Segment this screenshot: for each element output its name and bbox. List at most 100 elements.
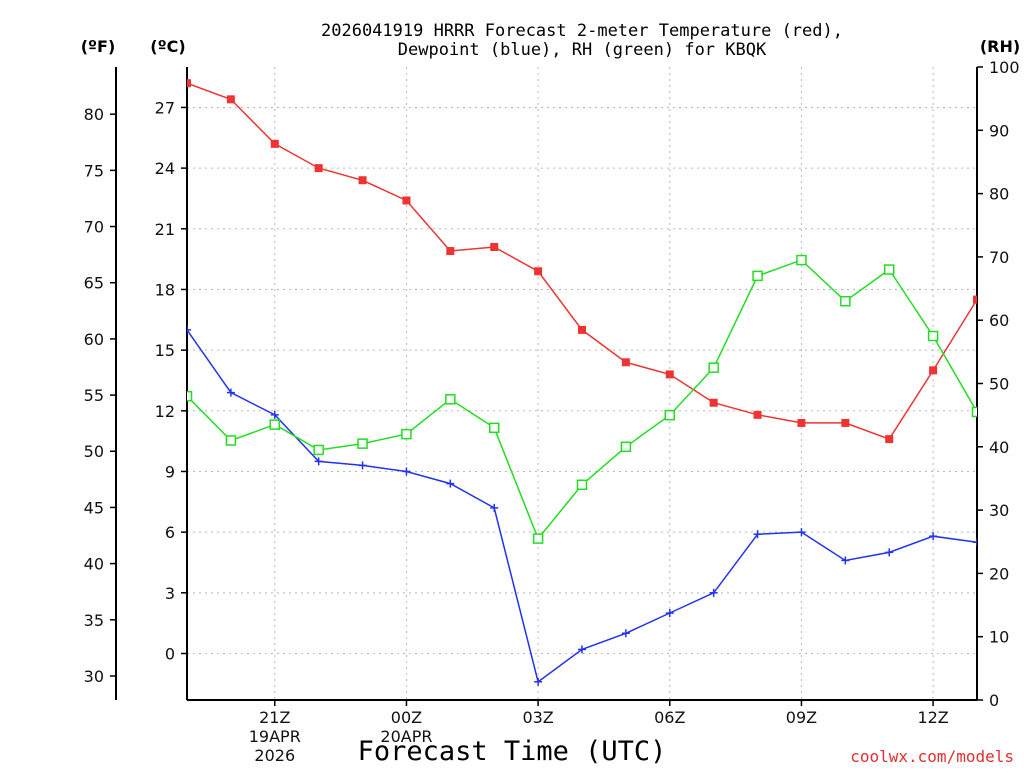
- rh-tick-label: 90: [989, 121, 1009, 140]
- dewpoint-point: [665, 609, 674, 618]
- rh-point: [313, 444, 324, 456]
- x-date-label: 20APR: [380, 727, 432, 746]
- celsius-tick-label: 3: [165, 584, 175, 603]
- x-tick-label: 00Z: [391, 708, 422, 727]
- fahrenheit-tick-label: 40: [84, 555, 104, 574]
- rh-point: [357, 438, 368, 449]
- dewpoint-point: [885, 548, 894, 557]
- celsius-tick-label: 18: [155, 280, 175, 299]
- fahrenheit-tick-label: 30: [84, 667, 104, 686]
- chart-title-line-2: Dewpoint (blue), RH (green) for KBQK: [398, 40, 767, 60]
- rh-point: [401, 428, 412, 440]
- x-tick-label: 09Z: [786, 708, 817, 727]
- x-tick-label: 21Z: [259, 708, 290, 727]
- celsius-tick-label: 6: [165, 523, 175, 542]
- rh-tick-label: 70: [989, 248, 1009, 267]
- rh-point: [971, 406, 977, 418]
- x-tick-label: 03Z: [522, 708, 553, 727]
- rh-point: [708, 362, 719, 373]
- fahrenheit-tick-label: 80: [84, 105, 104, 124]
- x-tick-label: 12Z: [917, 708, 948, 727]
- temperature-point: [187, 79, 191, 88]
- temperature-point: [314, 164, 323, 173]
- rh-tick-label: 30: [989, 501, 1009, 520]
- rh-tick-label: 80: [989, 185, 1009, 204]
- fahrenheit-tick-label: 60: [84, 330, 104, 349]
- axes: [110, 66, 983, 706]
- dewpoint-point: [797, 528, 806, 537]
- fahrenheit-unit-label: (ºF): [81, 37, 116, 56]
- dewpoint-point: [446, 479, 455, 488]
- x-date-label: 19APR: [249, 727, 301, 746]
- rh-tick-label: 40: [989, 438, 1009, 457]
- credit-text: coolwx.com/models: [850, 747, 1014, 766]
- dewpoint-point: [753, 530, 762, 539]
- fahrenheit-tick-label: 35: [84, 611, 104, 630]
- fahrenheit-tick-label: 45: [84, 498, 104, 517]
- rh-point: [225, 435, 237, 446]
- celsius-unit-label: (ºC): [150, 37, 185, 56]
- rh-point: [752, 270, 763, 282]
- chart-title-line-1: 2026041919 HRRR Forecast 2-meter Tempera…: [321, 21, 843, 41]
- celsius-tick-label: 12: [155, 402, 175, 421]
- temperature-point: [973, 295, 977, 304]
- dewpoint-line: [187, 329, 977, 684]
- rh-point: [445, 394, 456, 405]
- dewpoint-point: [973, 538, 977, 547]
- rh-point: [664, 409, 676, 421]
- dewpoint-point: [841, 556, 850, 565]
- temperature-point: [885, 435, 894, 444]
- celsius-tick-label: 27: [155, 98, 175, 117]
- temperature-point: [753, 410, 762, 419]
- celsius-tick-label: 24: [155, 159, 175, 178]
- rh-tick-label: 50: [989, 375, 1009, 394]
- temperature-point: [709, 398, 718, 407]
- rh-point: [488, 422, 500, 434]
- temperature-point: [841, 418, 850, 427]
- dewpoint-point: [621, 629, 630, 638]
- rh-point: [269, 419, 281, 430]
- celsius-tick-label: 15: [155, 341, 175, 360]
- rh-tick-label: 100: [989, 58, 1020, 77]
- dewpoint-point: [490, 503, 499, 512]
- dewpoint-point: [578, 645, 586, 654]
- temperature-point: [665, 370, 674, 379]
- rh-tick-label: 10: [989, 628, 1009, 647]
- temperature-point: [226, 95, 235, 104]
- rh-point: [840, 295, 851, 307]
- dewpoint-point: [270, 410, 279, 419]
- celsius-tick-label: 0: [165, 644, 175, 663]
- x-axis-title: Forecast Time (UTC): [358, 736, 667, 767]
- rh-tick-label: 60: [989, 311, 1009, 330]
- x-date-label: 2026: [254, 746, 295, 765]
- rh-tick-label: 0: [989, 691, 999, 710]
- rh-tick-label: 20: [989, 564, 1009, 583]
- temperature-point: [446, 247, 455, 256]
- x-tick-label: 06Z: [654, 708, 685, 727]
- rh-point: [187, 390, 193, 402]
- temperature-point: [621, 358, 630, 367]
- temperature-point: [929, 366, 938, 375]
- temperature-point: [270, 139, 279, 148]
- series-group: [187, 79, 977, 686]
- series-lines: [187, 79, 977, 686]
- rh-point: [576, 479, 588, 491]
- dewpoint-point: [534, 677, 543, 686]
- temperature-point: [402, 196, 411, 205]
- rh-point: [532, 533, 544, 544]
- fahrenheit-tick-label: 65: [84, 274, 104, 293]
- dewpoint-point: [314, 457, 323, 466]
- rh-line: [187, 259, 977, 541]
- temperature-point: [358, 176, 367, 185]
- dewpoint-point: [187, 325, 191, 334]
- fahrenheit-tick-label: 55: [84, 386, 104, 405]
- dewpoint-point: [929, 532, 938, 541]
- rh-unit-label: (RH): [980, 37, 1020, 56]
- rh-point: [796, 254, 807, 266]
- fahrenheit-tick-label: 70: [84, 218, 104, 237]
- temperature-point: [797, 418, 806, 427]
- temperature-point: [578, 325, 586, 334]
- grid-lines: [187, 67, 977, 700]
